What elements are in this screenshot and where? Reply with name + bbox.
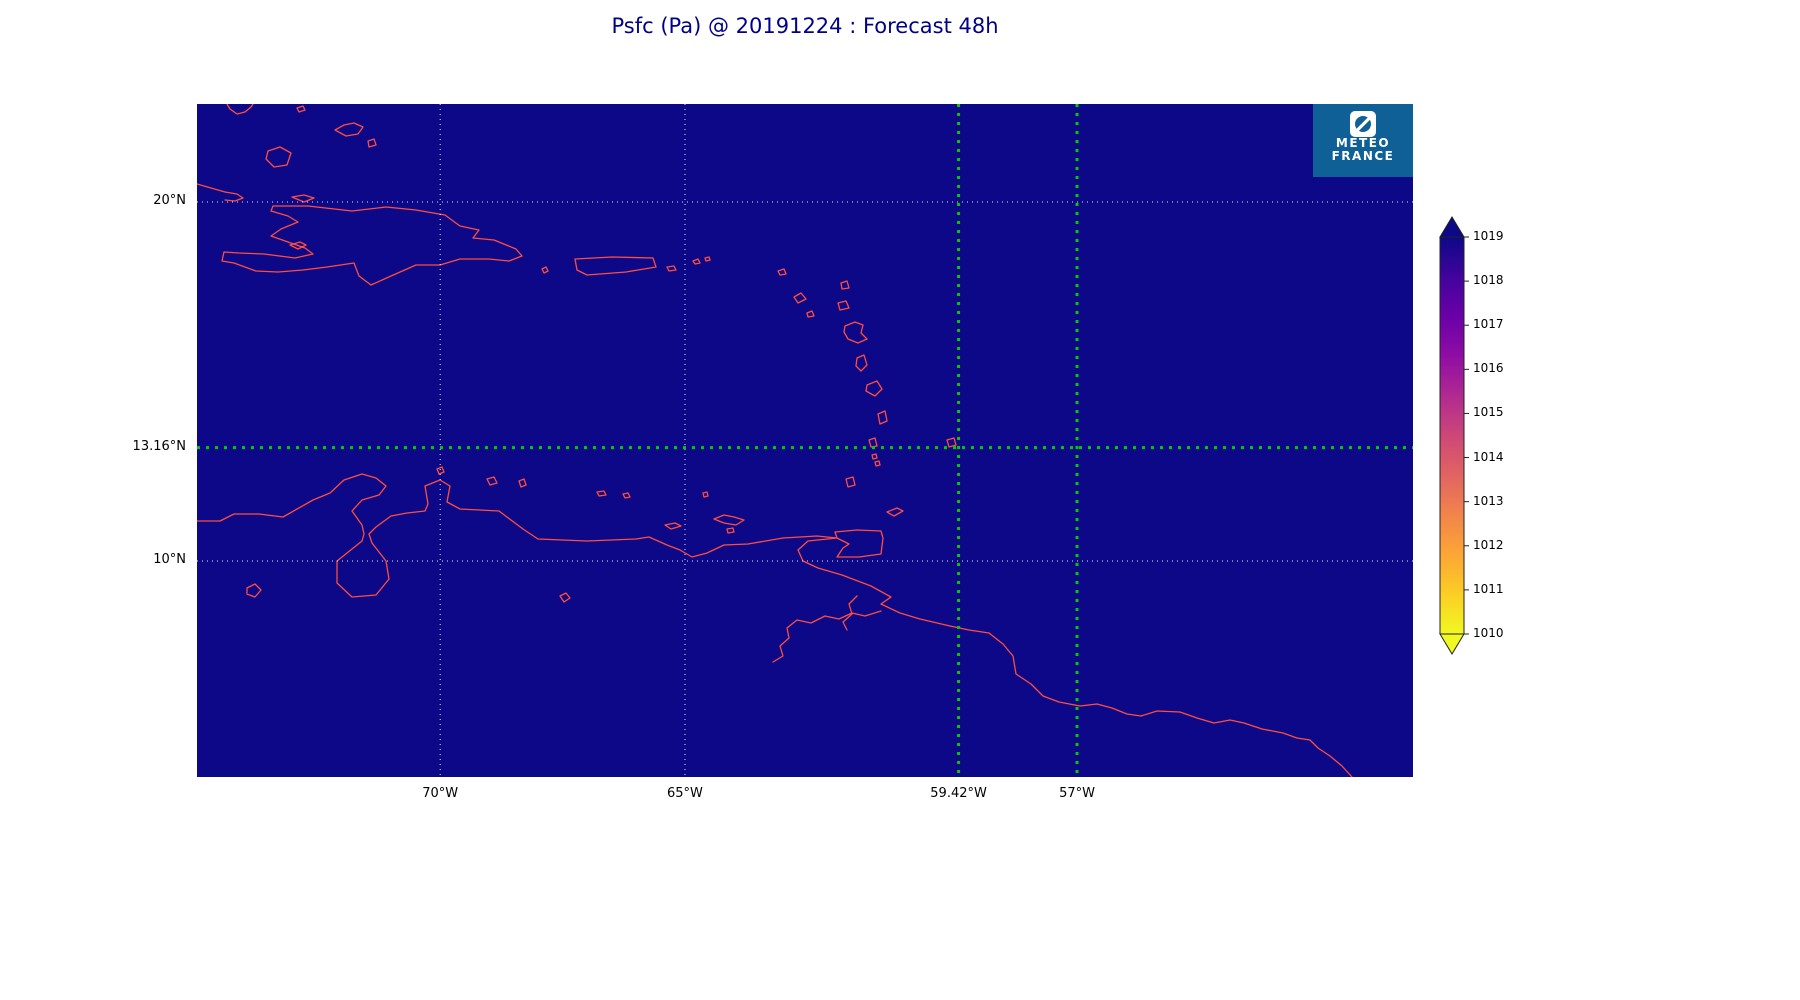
y-tick-label: 10°N xyxy=(153,552,186,568)
coastline-puerto-rico xyxy=(541,256,711,276)
logo-text-meteo: METEO xyxy=(1335,136,1391,150)
meteo-france-logo-icon xyxy=(1350,111,1376,137)
coastline-lesser-antilles xyxy=(777,268,957,488)
x-tick-label: 70°W xyxy=(422,786,459,801)
map-plot-svg xyxy=(197,104,1413,777)
colorbar-tick-label: 1014 xyxy=(1473,449,1504,464)
colorbar-svg xyxy=(1439,216,1469,655)
coastline-abc-venezuelan-islands xyxy=(436,466,745,534)
x-tick-label: 65°W xyxy=(667,786,703,801)
colorbar-under-arrow xyxy=(1439,633,1465,655)
colorbar-tick-label: 1012 xyxy=(1473,537,1504,552)
colorbar-gradient-bar xyxy=(1439,236,1465,635)
logo-text-france: FRANCE xyxy=(1331,149,1395,163)
colorbar-tick-label: 1010 xyxy=(1473,626,1504,640)
coastlines-group xyxy=(197,104,1353,777)
coastline-cuba xyxy=(197,183,244,202)
x-tick-label: 57°W xyxy=(1059,786,1095,801)
colorbar-over-arrow xyxy=(1439,216,1465,238)
colorbar-tick-label: 1011 xyxy=(1473,581,1504,596)
colorbar-ticks xyxy=(1464,236,1469,635)
colorbar-tick-label: 1015 xyxy=(1473,405,1504,420)
colorbar-tick-label: 1016 xyxy=(1473,361,1504,376)
gridlines-group xyxy=(197,104,1413,777)
coastline-bahamas xyxy=(226,104,377,168)
coastline-south-america xyxy=(197,473,1353,777)
map-canvas: METEO FRANCE xyxy=(197,104,1413,777)
coastline-hispaniola xyxy=(221,194,523,286)
meteo-france-logo: METEO FRANCE xyxy=(1313,104,1413,177)
y-tick-label: 20°N xyxy=(153,192,186,208)
colorbar xyxy=(1439,216,1469,657)
meteo-france-sphere-glyph xyxy=(1355,116,1371,132)
y-tick-label: 13.16°N xyxy=(132,438,186,454)
colorbar-tick-label: 1013 xyxy=(1473,493,1504,508)
x-tick-label: 59.42°W xyxy=(930,786,987,801)
colorbar-tick-label: 1017 xyxy=(1473,317,1504,332)
colorbar-tick-label: 1019 xyxy=(1473,229,1504,243)
colorbar-tick-label: 1018 xyxy=(1473,273,1504,288)
chart-title: Psfc (Pa) @ 20191224 : Forecast 48h xyxy=(611,14,999,38)
coastline-trinidad-tobago xyxy=(834,507,904,558)
